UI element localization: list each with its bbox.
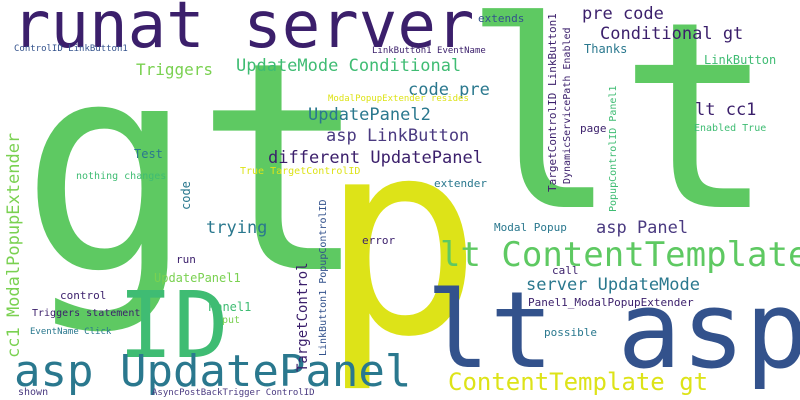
word-panel1-modalpopupextender: Panel1_ModalPopupExtender — [528, 296, 694, 309]
word-thanks: Thanks — [584, 42, 628, 56]
word-shown: shown — [18, 387, 49, 398]
word-lt: lt — [462, 0, 776, 269]
word-gt: gt — [20, 1, 370, 338]
word-targetcontrolid-linkbutton1: TargetControlID LinkButton1 — [546, 13, 559, 192]
word-code-pre: code pre — [408, 80, 490, 100]
word-triggers: Triggers — [136, 60, 214, 79]
word-updatepanel1: UpdatePanel1 — [154, 271, 241, 285]
word-error: error — [362, 234, 396, 247]
word-page: page — [580, 122, 607, 135]
word-updatemode-conditional: UpdateMode Conditional — [236, 56, 462, 76]
word-cc1-modalpopupextender: cc1 ModalPopupExtender — [4, 132, 24, 358]
word-trying: trying — [206, 218, 268, 238]
word-extends: extends — [478, 12, 525, 25]
word-lt-cc1: lt cc1 — [695, 100, 757, 120]
word-extender: extender — [434, 177, 487, 190]
word-id: ID — [118, 272, 229, 379]
word-lt-asp: lt asp — [426, 269, 800, 392]
word-lt-contenttemplate: lt ContentTemplate — [440, 235, 800, 275]
word-conditional-gt: Conditional gt — [600, 24, 744, 44]
word-control: control — [60, 289, 107, 302]
word-asp-linkbutton: asp LinkButton — [326, 126, 470, 146]
word-modalpopupextender-resides: ModalPopupExtender resides — [328, 94, 469, 104]
word-linkbutton1-eventname: LinkButton1 EventName — [372, 46, 486, 56]
word-runat-server: runat server — [12, 0, 475, 63]
word-p: p — [320, 81, 483, 396]
word-updatepanel2: UpdatePanel2 — [308, 105, 431, 125]
word-modal-popup: Modal Popup — [494, 221, 567, 234]
word-contenttemplate-gt: ContentTemplate gt — [448, 368, 709, 396]
word-enabled-true: Enabled True — [694, 123, 767, 134]
word-dynamicservicepath-enabled: DynamicServicePath Enabled — [562, 27, 573, 184]
word-controlid-linkbutton1: ControlID LinkButton1 — [14, 44, 128, 54]
word-different-updatepanel: different UpdatePanel — [268, 148, 483, 168]
word-pre-code: pre code — [582, 4, 664, 24]
word-nothing-changes: nothing changes — [76, 171, 167, 182]
word-panel1: Panel1 — [208, 300, 252, 314]
word-code: code — [179, 181, 193, 210]
word-run: run — [176, 253, 196, 266]
word-targetcontrol: TargetControl — [295, 262, 311, 372]
word-asp-updatepanel: asp UpdatePanel — [14, 346, 412, 397]
word-possible: possible — [544, 326, 597, 339]
word-asyncpostbacktrigger-controlid: AsyncPostBackTrigger ControlID — [152, 388, 315, 398]
word-linkbutton1-popupcontrolid: LinkButton1 PopupControlID — [318, 199, 329, 356]
word-triggers-statement: Triggers statement — [32, 308, 141, 319]
word-eventname-click: EventName Click — [30, 327, 112, 337]
word-linkbutton: LinkButton — [704, 53, 777, 67]
word-test: Test — [134, 147, 163, 161]
word-asp-panel: asp Panel — [596, 218, 689, 238]
word-put: put — [222, 315, 241, 326]
word-true-targetcontrolid: True TargetControlID — [240, 166, 361, 177]
word-popupcontrolid-panel1: PopupControlID Panel1 — [608, 85, 619, 212]
word-server-updatemode: server UpdateMode — [526, 275, 700, 295]
word-call: call — [552, 264, 579, 277]
